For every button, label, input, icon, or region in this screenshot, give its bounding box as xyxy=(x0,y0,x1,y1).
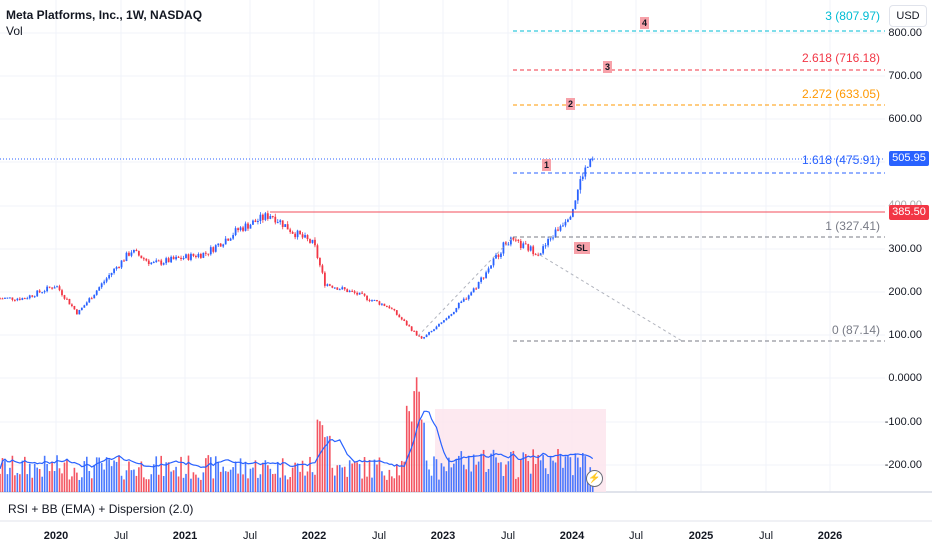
time-axis-label: 2026 xyxy=(817,530,843,542)
time-axis-label: 2025 xyxy=(688,530,714,542)
price-axis-label: 0.0000 xyxy=(888,372,922,384)
price-axis-label: -100.00 xyxy=(884,416,922,428)
fib-label-2618: 2.618 (716.18) xyxy=(801,51,880,65)
time-axis-label: 2023 xyxy=(430,530,456,542)
volume-legend[interactable]: Vol xyxy=(6,24,23,38)
fib-label-1: 1 (327.41) xyxy=(825,219,880,233)
fib-label-0: 0 (87.14) xyxy=(831,323,880,337)
time-axis-label: 2022 xyxy=(301,530,327,542)
wave-marker-1[interactable]: 1 xyxy=(542,159,551,171)
chart-title: Meta Platforms, Inc., 1W, NASDAQ xyxy=(6,8,203,22)
resistance-price-badge: 385.50 xyxy=(889,205,929,220)
fib-label-1618: 1.618 (475.91) xyxy=(801,153,880,167)
fib-label-2272: 2.272 (633.05) xyxy=(801,87,880,101)
price-axis-label: -200.00 xyxy=(884,459,922,471)
time-axis-label: 2020 xyxy=(43,530,69,542)
time-axis-label: Jul xyxy=(371,530,387,542)
time-axis-label: 2024 xyxy=(559,530,585,542)
price-axis-label: 100.00 xyxy=(888,329,922,341)
wave-marker-3[interactable]: 3 xyxy=(603,61,612,73)
price-axis-label: 300.00 xyxy=(888,243,922,255)
time-axis-label: 2021 xyxy=(172,530,198,542)
price-axis-label: 800.00 xyxy=(888,27,922,39)
time-axis-label: Jul xyxy=(500,530,516,542)
price-axis-label: 600.00 xyxy=(888,113,922,125)
wave-marker-4[interactable]: 4 xyxy=(640,17,649,29)
wave-marker-2[interactable]: 2 xyxy=(566,98,575,110)
stop-loss-marker[interactable]: SL xyxy=(574,242,590,254)
time-axis-label: Jul xyxy=(628,530,644,542)
lightning-icon[interactable]: ⚡ xyxy=(586,470,603,487)
time-axis-label: Jul xyxy=(758,530,774,542)
fib-label-3: 3 (807.97) xyxy=(825,9,880,23)
currency-button[interactable]: USD xyxy=(889,5,927,27)
time-axis-label: Jul xyxy=(242,530,258,542)
price-axis-label: 200.00 xyxy=(888,286,922,298)
current-price-badge: 505.95 xyxy=(889,151,929,166)
time-axis-label: Jul xyxy=(113,530,129,542)
price-axis-label: 700.00 xyxy=(888,70,922,82)
indicator-legend[interactable]: RSI + BB (EMA) + Dispersion (2.0) xyxy=(8,502,194,516)
